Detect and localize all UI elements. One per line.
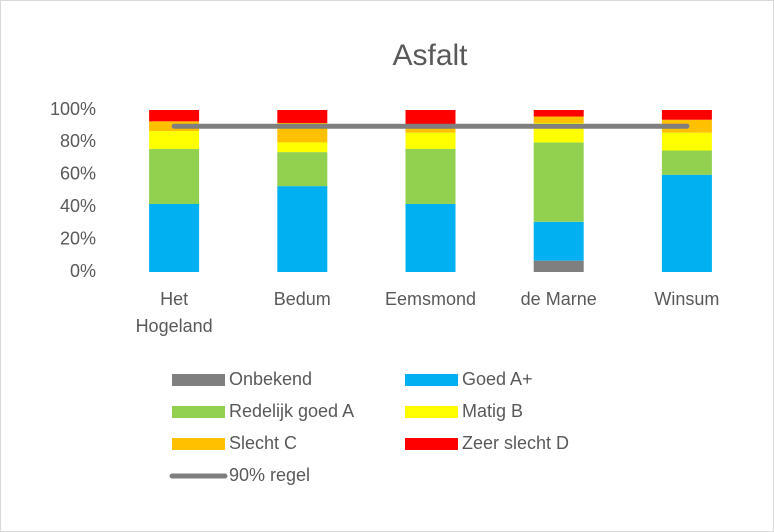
y-tick-label: 40% — [60, 196, 96, 216]
bar-segment — [149, 110, 200, 122]
bar-segment — [661, 132, 712, 151]
legend-swatch — [172, 406, 225, 418]
legend-label: Matig B — [462, 401, 523, 421]
bar-segment — [533, 142, 584, 222]
y-tick-label: 100% — [50, 99, 96, 119]
bar-segment — [405, 148, 456, 204]
legend-label: Goed A+ — [462, 369, 533, 389]
bar-segment — [149, 148, 200, 204]
bar-segment — [661, 110, 712, 120]
y-tick-label: 0% — [70, 261, 96, 281]
legend-swatch — [172, 438, 225, 450]
legend-label: Zeer slecht D — [462, 433, 569, 453]
bar-segment — [149, 203, 200, 272]
x-tick-label: Eemsmond — [385, 289, 476, 309]
bar-segment — [277, 186, 328, 272]
bar-segment — [661, 150, 712, 175]
legend-swatch — [405, 374, 458, 386]
y-tick-label: 60% — [60, 164, 96, 184]
chart-title: Asfalt — [392, 39, 468, 72]
bar-segment — [277, 110, 328, 123]
legend-swatch — [172, 374, 225, 386]
bar-segment — [149, 131, 200, 149]
bar-segment — [533, 260, 584, 272]
bar-segment — [405, 110, 456, 125]
x-tick-label: Bedum — [274, 289, 331, 309]
bar-segment — [405, 203, 456, 272]
bar-segment — [277, 152, 328, 187]
legend-label: Redelijk goed A — [229, 401, 354, 421]
x-tick-label: de Marne — [521, 289, 597, 309]
legend-label: Onbekend — [229, 369, 312, 389]
x-tick-label: Het Hogeland — [136, 289, 213, 336]
bar-segment — [533, 221, 584, 261]
bar-segment — [533, 110, 584, 117]
legend-label: Slecht C — [229, 433, 297, 453]
x-tick-label: Winsum — [654, 289, 719, 309]
y-tick-label: 20% — [60, 228, 96, 248]
y-tick-label: 80% — [60, 131, 96, 151]
legend-label: 90% regel — [229, 465, 310, 485]
bar-segment — [661, 174, 712, 272]
legend-swatch — [405, 438, 458, 450]
bar-segment — [405, 132, 456, 149]
bar-segment — [533, 116, 584, 123]
legend-swatch — [405, 406, 458, 418]
bar-segment — [277, 142, 328, 153]
